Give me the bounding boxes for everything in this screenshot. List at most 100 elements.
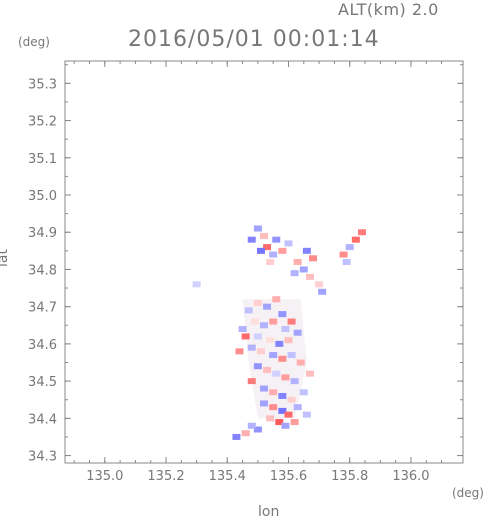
- echo-cell: [238, 326, 247, 332]
- x-axis-ticks: 135.0 135.2 135.4 135.6 135.8 136.0: [73, 61, 443, 484]
- echo-cell: [232, 433, 241, 440]
- x-tick-label: 135.2: [147, 469, 184, 484]
- echo-cell: [351, 236, 360, 243]
- echo-cell: [290, 270, 299, 277]
- echo-cell: [247, 422, 256, 429]
- echo-cell: [256, 247, 265, 254]
- echo-cell: [342, 259, 351, 265]
- x-tick-label: 136.0: [392, 469, 429, 484]
- echo-cell: [253, 299, 262, 306]
- echo-cell: [266, 415, 275, 422]
- echo-cell: [272, 296, 281, 303]
- echo-cell: [305, 273, 314, 280]
- altitude-label: ALT(km) 2.0: [338, 0, 439, 19]
- echo-cell: [266, 337, 275, 344]
- y-tick-label: 34.4: [28, 412, 57, 427]
- echo-cell: [241, 333, 250, 340]
- echo-cell: [256, 348, 265, 355]
- echo-cell: [260, 400, 268, 407]
- echo-cell: [281, 374, 290, 381]
- echo-cell: [293, 404, 302, 411]
- x-tick-label: 135.4: [209, 469, 246, 484]
- echo-cell: [263, 366, 272, 373]
- x-tick-label: 135.0: [86, 469, 123, 484]
- echo-cell: [247, 344, 256, 351]
- timestamp-title: 2016/05/01 00:01:14: [128, 27, 380, 52]
- echo-cell: [275, 419, 284, 426]
- echo-cell: [284, 240, 293, 247]
- echo-cell: [302, 247, 311, 254]
- x-unit-label: (deg): [452, 486, 484, 500]
- reflectivity-cells: [192, 225, 366, 440]
- y-axis-ticks: 34.3 34.4 34.5 34.6 34.7 34.8 34.9 35.0 35.1 35.2…: [28, 64, 463, 465]
- echo-cell: [253, 426, 262, 433]
- y-tick-label: 34.7: [28, 301, 57, 316]
- echo-cell: [266, 259, 275, 265]
- echo-cell: [293, 329, 302, 336]
- echo-cell: [260, 232, 268, 239]
- echo-cell: [284, 337, 293, 344]
- echo-region: [242, 299, 307, 419]
- echo-cell: [260, 322, 268, 329]
- echo-cell: [357, 229, 366, 236]
- echo-cell: [287, 396, 296, 403]
- echo-cell: [278, 407, 287, 414]
- echo-cell: [287, 318, 296, 325]
- echo-cell: [278, 311, 287, 318]
- echo-cell: [269, 352, 278, 359]
- echo-cell: [299, 266, 308, 273]
- echo-cell: [315, 281, 324, 288]
- echo-cell: [339, 251, 348, 258]
- echo-cell: [272, 236, 281, 243]
- y-tick-label: 35.0: [28, 189, 57, 204]
- echo-cell: [247, 236, 256, 243]
- echo-cell: [235, 348, 244, 355]
- echo-cell: [275, 340, 284, 347]
- echo-cell: [269, 404, 278, 411]
- y-tick-label: 34.8: [28, 263, 57, 278]
- echo-cell: [290, 419, 299, 426]
- y-tick-label: 34.5: [28, 375, 57, 390]
- echo-cell: [281, 422, 290, 429]
- echo-cell: [278, 247, 287, 254]
- x-tick-label: 135.8: [331, 469, 368, 484]
- x-tick-label: 135.6: [270, 469, 307, 484]
- echo-cell: [318, 288, 327, 295]
- echo-cell: [305, 370, 314, 377]
- echo-cell: [290, 378, 299, 385]
- echo-cell: [253, 225, 262, 232]
- echo-cell: [263, 303, 272, 310]
- echo-cell: [269, 251, 278, 258]
- echo-cell: [345, 244, 354, 251]
- plot-frame: [64, 60, 464, 464]
- echo-cell: [284, 411, 293, 418]
- echo-cell: [281, 326, 290, 332]
- echo-cell: [278, 355, 287, 362]
- echo-cell: [287, 352, 296, 359]
- y-tick-label: 35.3: [28, 77, 57, 92]
- echo-cell: [192, 281, 201, 288]
- echo-cell: [302, 411, 311, 418]
- y-tick-label: 35.1: [28, 152, 57, 167]
- echo-cell: [293, 259, 302, 265]
- echo-cell: [250, 318, 259, 325]
- echo-cell: [272, 370, 281, 377]
- y-tick-label: 34.6: [28, 338, 57, 353]
- echo-cell: [269, 318, 278, 325]
- echo-cell: [299, 389, 308, 396]
- x-axis-title: lon: [258, 504, 280, 520]
- y-tick-label: 34.3: [28, 450, 57, 465]
- y-tick-label: 34.9: [28, 226, 57, 241]
- echo-cell: [263, 244, 272, 251]
- echo-cell: [269, 389, 278, 396]
- echo-cell: [253, 333, 262, 340]
- echo-cell: [296, 359, 305, 366]
- echo-cell: [244, 307, 253, 314]
- echo-cell: [241, 430, 250, 437]
- echo-cell: [278, 393, 287, 399]
- y-unit-label: (deg): [18, 35, 50, 49]
- echo-cell: [253, 363, 262, 370]
- echo-cell: [247, 378, 256, 385]
- echo-cell: [260, 385, 268, 392]
